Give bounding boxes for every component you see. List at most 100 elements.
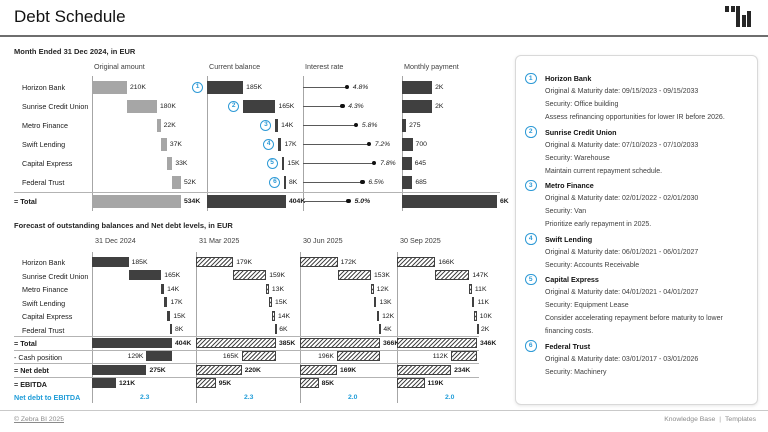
forecast-waterfall-bar <box>167 310 171 321</box>
loan-note-item: 5 Capital Express Original & Maturity date… <box>525 273 747 338</box>
bar-value-label: 685 <box>415 178 427 186</box>
forecast-waterfall-bar <box>373 297 377 308</box>
rate-label: 7.8% <box>380 159 396 167</box>
cash-value-label: 129K <box>127 353 144 360</box>
cash-position-bar <box>146 351 172 362</box>
bar-value-label: 11K <box>477 299 490 306</box>
bar-value-label: 165K <box>164 272 181 279</box>
date-column-header: 30 Jun 2025 <box>303 236 343 245</box>
bar-value-label: 4K <box>383 326 392 333</box>
lollipop-dot <box>344 84 350 90</box>
zebra-bi-bar-chart-logo-icon <box>725 6 755 32</box>
date-column-header: 30 Sep 2025 <box>400 236 441 245</box>
loan-notes-panel: 1 Horizon Bank Original & Maturity date: 0… <box>515 55 758 405</box>
note-detail-line: Prioritize early repayment in 2025. <box>545 221 652 228</box>
bar-value-label: 13K <box>271 285 285 293</box>
bar-value-label: 185K <box>246 83 263 91</box>
column-header: Monthly payment <box>404 62 459 71</box>
column-axis <box>207 76 208 211</box>
ratio-value-label: 2.0 <box>445 393 455 401</box>
waterfall-bar <box>160 137 167 151</box>
footer-links: Knowledge Base | Templates <box>664 416 756 423</box>
net-debt-value-label: 220K <box>244 366 261 374</box>
column-header: Interest rate <box>305 62 344 71</box>
rate-label: 5.0% <box>354 197 371 205</box>
note-detail-line: Original & Maturity date: 02/01/2022 - 0… <box>545 195 699 202</box>
section2-subtitle: Forecast of outstanding balances and Net… <box>14 221 233 230</box>
bar-value-label: 14K <box>281 121 294 129</box>
forecast-waterfall-bar <box>474 310 477 321</box>
summary-row-label: = Net debt <box>14 366 49 375</box>
summary-row-label: Net debt to EBITDA <box>14 393 81 402</box>
note-detail-line: Original & Maturity date: 04/01/2021 - 0… <box>545 289 699 296</box>
lollipop-line <box>303 87 347 88</box>
logo-bar <box>747 11 751 27</box>
ebitda-value-label: 95K <box>218 380 232 387</box>
bar-value-label: 15K <box>275 299 288 306</box>
bar-value-label: 11K <box>474 285 487 293</box>
lollipop-line <box>303 144 369 145</box>
note-detail-line: Maintain current repayment schedule. <box>545 167 663 175</box>
waterfall-bar <box>157 118 161 132</box>
bar-value-label: 15K <box>287 159 300 167</box>
column-axis <box>92 76 93 211</box>
bar-value-label: 6K <box>279 326 288 333</box>
date-column-header: 31 Dec 2024 <box>95 236 136 245</box>
note-detail-line: Security: Van <box>545 208 587 215</box>
knowledge-base-link[interactable]: Knowledge Base <box>664 416 716 423</box>
lollipop-dot <box>346 198 351 204</box>
forecast-waterfall-bar <box>170 324 172 335</box>
loan-note-item: 6 Federal Trust Original & Maturity date: … <box>525 340 747 379</box>
cash-position-bar <box>451 351 477 362</box>
column-header: Current balance <box>209 62 261 71</box>
forecast-waterfall-bar <box>268 297 273 308</box>
waterfall-bar <box>275 118 279 132</box>
bar-value-label: 2K <box>480 326 490 333</box>
copyright-link[interactable]: © Zebra BI 2025 <box>14 416 64 423</box>
footer-link-separator: | <box>719 416 722 423</box>
note-number-badge: 2 <box>525 126 537 138</box>
total-bar <box>196 337 276 348</box>
lollipop-dot <box>371 160 377 166</box>
bar-value-label: 165K <box>278 102 295 110</box>
note-number-badge: 3 <box>525 179 537 191</box>
summary-row-label: = Total <box>14 339 37 348</box>
loan-note-item: 3 Metro Finance Original & Maturity date: … <box>525 179 747 231</box>
total-bar <box>207 194 286 208</box>
bar-value-label: 52K <box>184 178 197 186</box>
column-axis <box>300 252 301 403</box>
bar-value-label: 179K <box>236 258 253 266</box>
note-detail-line: Original & Maturity date: 07/10/2023 - 0… <box>545 141 699 149</box>
note-loan-name: Federal Trust <box>545 341 591 351</box>
note-detail-line: Consider accelerating repayment before m… <box>545 315 723 335</box>
net-debt-bar <box>196 364 242 375</box>
total-separator <box>14 192 500 193</box>
forecast-waterfall-bar <box>379 324 382 335</box>
waterfall-bar <box>172 175 181 189</box>
forecast-waterfall-bar <box>376 310 380 321</box>
ref-circle: 2 <box>228 100 240 112</box>
column-axis <box>397 252 398 403</box>
bar-value-label: 17K <box>284 140 297 148</box>
section1-subtitle: Month Ended 31 Dec 2024, in EUR <box>14 47 136 56</box>
logo-bar <box>730 6 735 12</box>
row-label: Swift Lending <box>22 298 66 308</box>
ebitda-bar <box>196 378 216 389</box>
total-bar <box>397 337 477 348</box>
forecast-waterfall-bar <box>196 256 234 267</box>
forecast-waterfall-bar <box>371 283 374 294</box>
total-value-label: 404K <box>175 339 192 347</box>
row-label: Metro Finance <box>22 121 68 130</box>
forecast-waterfall-bar <box>164 297 168 308</box>
bar-value-label: 10K <box>479 312 492 320</box>
row-label: Federal Trust <box>22 178 65 187</box>
payment-bar <box>402 118 407 132</box>
summary-separator <box>14 376 479 378</box>
note-detail-line: Original & Maturity date: 06/01/2021 - 0… <box>545 248 699 256</box>
lollipop-line <box>303 182 363 183</box>
rate-label: 7.2% <box>374 140 391 148</box>
rate-label: 4.3% <box>348 102 364 110</box>
net-debt-value-label: 169K <box>339 366 357 374</box>
templates-link[interactable]: Templates <box>725 416 756 423</box>
forecast-waterfall-bar <box>397 256 436 267</box>
